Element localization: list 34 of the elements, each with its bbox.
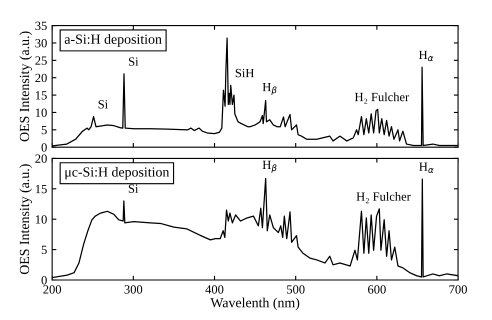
text: μc-Si:H deposition	[65, 166, 170, 180]
x-tick-label: 200	[43, 285, 62, 294]
y-tick-label: 10	[36, 215, 47, 224]
annotation: H₂ Fulcher	[356, 192, 411, 204]
annotation: H₂ Fulcher	[354, 92, 410, 104]
y-tick-label: 25	[35, 56, 47, 65]
y-tick-label: 5	[42, 126, 47, 134]
annotation: Si	[128, 184, 138, 193]
annotation: H$_{β}$	[262, 82, 276, 96]
annotation: Si	[129, 57, 138, 66]
x-tick-label: 600	[368, 285, 386, 294]
y-tick-label: 20	[35, 154, 47, 163]
y-tick-label: 35	[35, 22, 47, 30]
y-tick-label: 0	[42, 143, 47, 152]
y-axis-title: OES Intensity (a.u.)	[19, 31, 32, 142]
x-tick-label: 700	[450, 285, 467, 294]
y-tick-label: 15	[36, 184, 47, 194]
y-tick-label: 20	[35, 74, 47, 82]
y-tick-label: 30	[35, 38, 47, 48]
y-tick-label: 5	[42, 246, 47, 254]
y-tick-label: 10	[36, 108, 47, 117]
annotation: H$_{β}$	[262, 160, 276, 173]
y-axis-title: OES Intensity (a.u.)	[19, 164, 32, 274]
annotation: H$_{α}$	[418, 50, 434, 62]
x-tick-label: 400	[205, 285, 224, 294]
y-tick-label: 15	[36, 91, 47, 100]
x-axis-title: Wavelenth (nm)	[210, 298, 300, 310]
text: a-Si:H deposition	[64, 34, 162, 47]
y-tick-label: 0	[42, 276, 47, 284]
annotation: H$_{α}$	[419, 162, 434, 173]
annotation: Si	[98, 100, 108, 109]
x-tick-label: 500	[287, 285, 305, 294]
annotation: SiH	[236, 68, 254, 78]
x-tick-label: 300	[124, 285, 142, 294]
